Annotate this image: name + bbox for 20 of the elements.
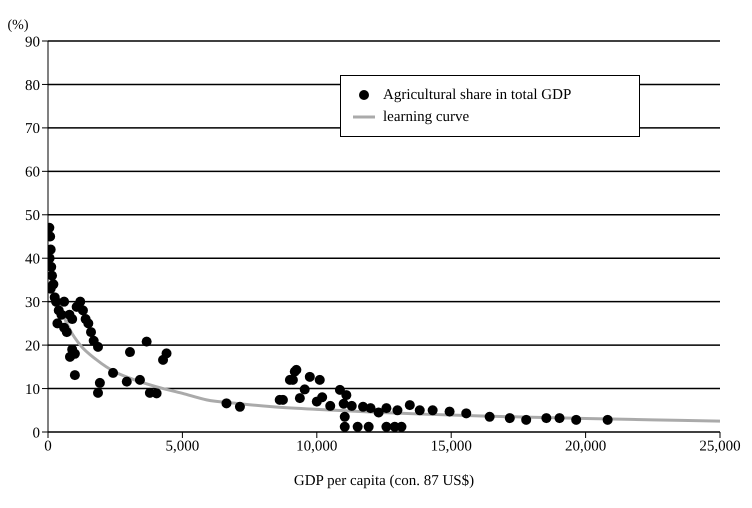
legend-label: learning curve: [383, 108, 470, 126]
y-axis-title: (%): [8, 18, 29, 33]
legend-label: Agricultural share in total GDP: [383, 86, 572, 104]
x-tick-label: 10,000: [296, 438, 338, 455]
x-tick-label: 0: [44, 438, 52, 455]
y-tick-label: 90: [25, 34, 40, 50]
y-tick-label: 0: [32, 425, 40, 442]
x-axis-title: GDP per capita (con. 87 US$): [294, 473, 474, 489]
y-tick-label: 80: [25, 78, 40, 94]
y-tick-label: 40: [25, 252, 40, 268]
x-tick-label: 5,000: [166, 438, 200, 455]
y-tick-label: 50: [25, 208, 40, 224]
y-tick-label: 70: [25, 121, 40, 138]
x-tick-label: 15,000: [430, 438, 472, 455]
y-tick-label: 10: [25, 382, 40, 398]
x-tick-label: 25,000: [699, 438, 741, 455]
x-tick-label: 20,000: [564, 438, 606, 455]
y-tick-label: 20: [25, 338, 40, 354]
y-tick-label: 30: [25, 294, 40, 311]
y-tick-label: 60: [25, 164, 40, 181]
